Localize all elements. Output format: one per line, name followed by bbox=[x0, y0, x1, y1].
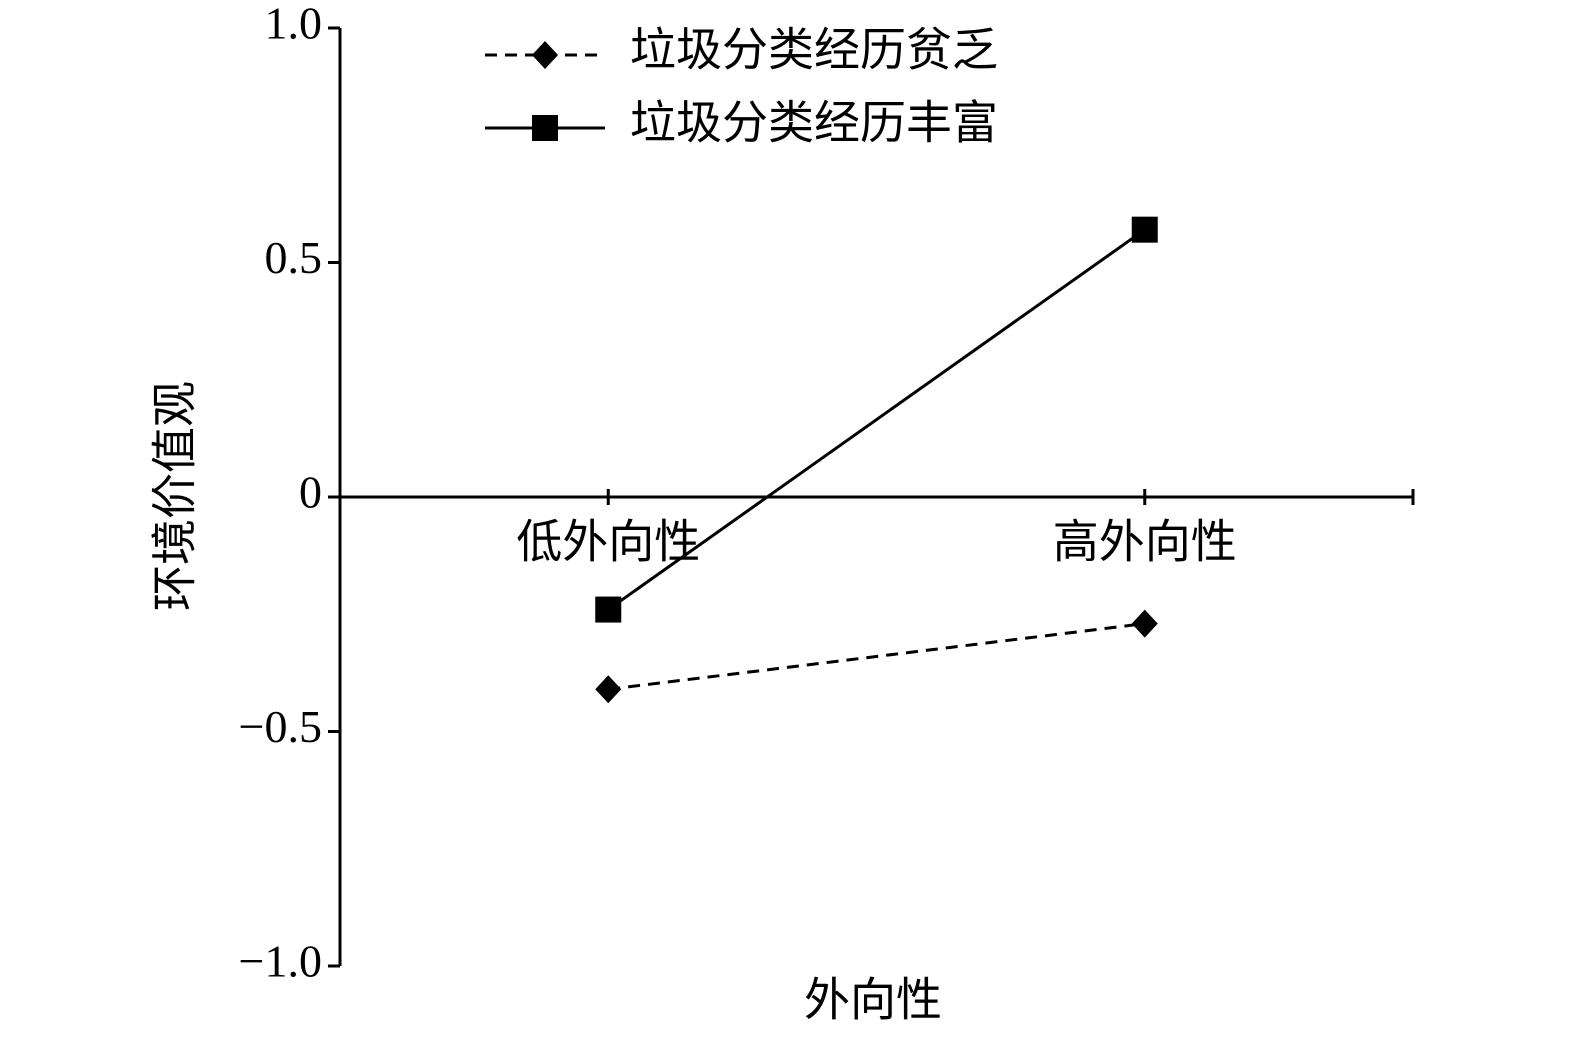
legend-marker bbox=[532, 115, 558, 141]
y-tick-label: −1.0 bbox=[239, 936, 322, 987]
series-line bbox=[607, 228, 1146, 611]
data-point bbox=[1131, 609, 1158, 638]
data-point bbox=[1131, 216, 1158, 243]
y-tick-label: 0 bbox=[299, 467, 322, 518]
data-point bbox=[595, 675, 622, 704]
legend-marker bbox=[532, 41, 558, 69]
y-axis-title: 环境价值观 bbox=[150, 381, 201, 611]
x-axis-title: 外向性 bbox=[804, 975, 942, 1026]
data-point bbox=[595, 596, 622, 623]
y-tick-label: 1.0 bbox=[265, 0, 323, 49]
legend-label: 垃圾分类经历丰富 bbox=[630, 98, 998, 149]
legend-label: 垃圾分类经历贫乏 bbox=[630, 25, 998, 76]
x-tick-label: 低外向性 bbox=[516, 517, 700, 568]
x-tick-label: 高外向性 bbox=[1053, 517, 1237, 568]
y-tick-label: −0.5 bbox=[239, 701, 322, 752]
series-line bbox=[608, 622, 1145, 691]
y-tick-label: 0.5 bbox=[265, 232, 323, 283]
